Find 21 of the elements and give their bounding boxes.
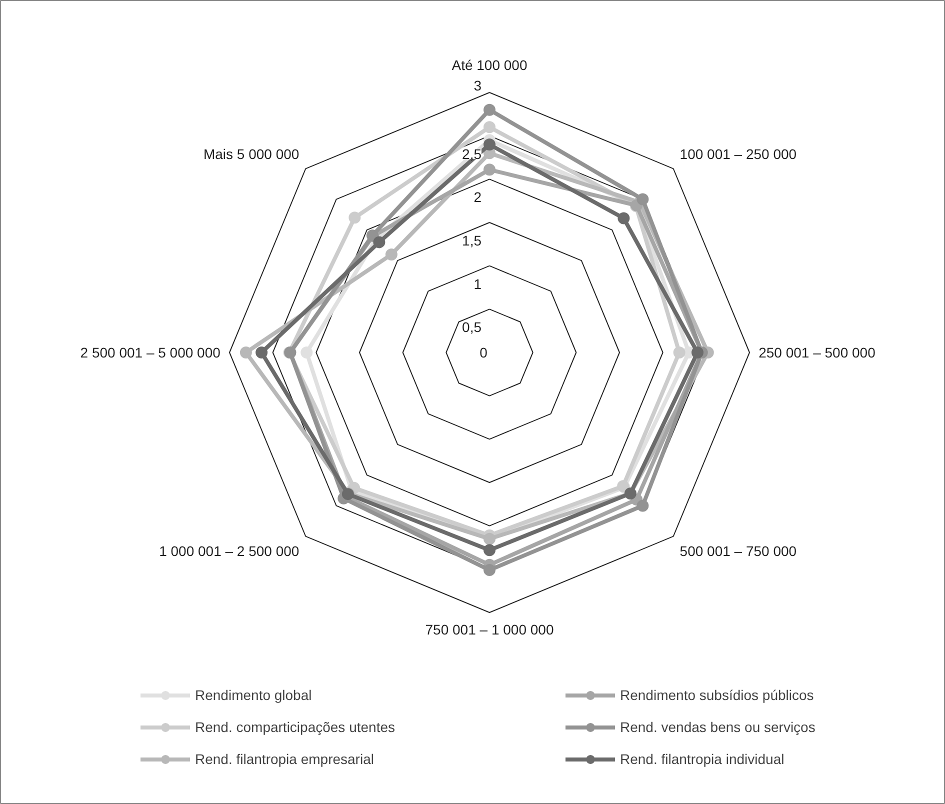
y-tick-label: 2 — [474, 189, 482, 206]
legend-label: Rend. filantropia empresarial — [195, 751, 374, 767]
spoke-label: 500 001 – 750 000 — [680, 542, 797, 559]
spoke-label: Até 100 000 — [452, 57, 528, 73]
spoke-label: Mais 5 000 000 — [203, 146, 300, 162]
spoke-label: 250 001 – 500 000 — [758, 344, 876, 360]
spoke-label: 1 000 001 – 2 500 000 — [159, 542, 300, 559]
legend-label: Rend. filantropia individual — [620, 751, 784, 767]
y-tick-label: 1,5 — [462, 232, 482, 248]
legend-label: Rend. comparticipações utentes — [195, 719, 395, 735]
y-tick-label: 1 — [474, 276, 482, 292]
y-tick-label: 0,5 — [462, 319, 482, 336]
spoke-label: 750 001 – 1 000 000 — [425, 622, 554, 638]
legend-label: Rendimento subsídios públicos — [620, 687, 814, 703]
legend-label: Rendimento global — [195, 687, 312, 703]
spoke-label: 2 500 001 – 5 000 000 — [80, 344, 221, 360]
y-tick-label: 0 — [480, 344, 488, 360]
y-tick-label: 3 — [474, 78, 482, 94]
legend-label: Rend. vendas bens ou serviços — [620, 719, 816, 735]
y-tick-label: 2,5 — [462, 146, 482, 162]
spoke-label: 100 001 – 250 000 — [680, 146, 797, 162]
